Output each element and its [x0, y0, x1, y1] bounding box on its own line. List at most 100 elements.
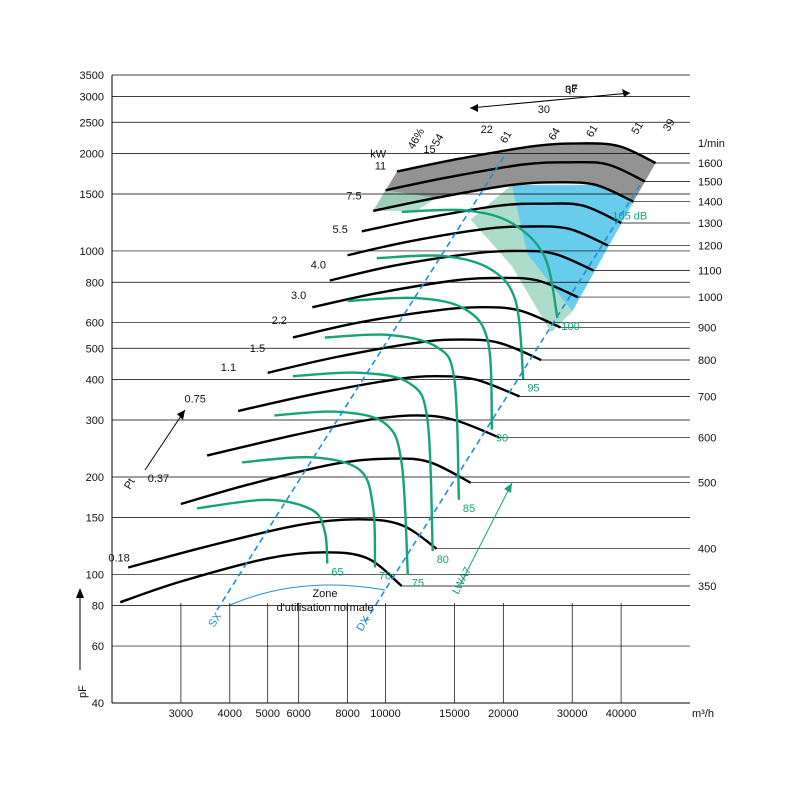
- noise-curve-label: 85: [463, 503, 475, 515]
- x-tick-label: 6000: [286, 708, 310, 720]
- zone-high-noise: [511, 184, 634, 312]
- speed-curve-1600: [396, 142, 657, 173]
- noise-curve-70: [242, 455, 377, 568]
- power-label: 11: [375, 161, 386, 173]
- zone-transition: [470, 184, 573, 333]
- speed-label: 900: [698, 322, 716, 334]
- x-tick-label: 5000: [255, 708, 279, 720]
- noise-curve-label: 70: [379, 570, 391, 582]
- y-tick-label: 200: [86, 472, 104, 484]
- efficiency-label: 64: [547, 126, 564, 143]
- noise-curve-label: 75: [412, 577, 424, 589]
- noise-curve-80: [292, 371, 434, 552]
- speed-label: 1200: [698, 240, 722, 252]
- speed-curve-350: [119, 551, 403, 604]
- power-label: 0.18: [108, 553, 129, 565]
- efficiency-label: 54: [430, 132, 447, 149]
- speed-label: 500: [698, 478, 716, 490]
- speed-label: 400: [698, 544, 716, 556]
- pressure-arrow-head: [177, 410, 185, 420]
- speed-label: 800: [698, 355, 716, 367]
- zone-arc: [229, 584, 386, 606]
- power-label: 0.75: [184, 394, 205, 406]
- speed-label: 1100: [698, 265, 722, 277]
- speed-curve-1300: [361, 202, 622, 233]
- x-axis-label: m³/h: [692, 708, 714, 720]
- speed-curve-1400: [372, 181, 634, 213]
- y-tick-label: 80: [92, 601, 104, 613]
- x-tick-label: 20000: [488, 708, 519, 720]
- power-label: 3.0: [291, 290, 306, 302]
- pressure-axis-label: Pt: [122, 476, 138, 491]
- speed-label: 1500: [698, 176, 722, 188]
- operating-line-dx: [364, 184, 641, 623]
- operating-line-sx: [216, 154, 506, 611]
- speed-curve-1000: [312, 276, 579, 309]
- x-tick-label: 8000: [335, 708, 359, 720]
- power-label: 4.0: [311, 259, 326, 271]
- power-label: 2.2: [272, 315, 287, 327]
- y-tick-label: 100: [86, 569, 104, 581]
- y-tick-label: 40: [92, 698, 104, 710]
- y-tick-label: 60: [92, 641, 104, 653]
- y-tick-label: 150: [86, 512, 104, 524]
- zone-label-line2: d'utilisation normale: [277, 602, 374, 614]
- noise-curve-label: 80: [437, 554, 449, 566]
- noise-curve-75: [274, 410, 409, 575]
- x-tick-label: 40000: [606, 708, 637, 720]
- speed-label: 700: [698, 391, 716, 403]
- noise-curve-65: [196, 498, 329, 564]
- power-top-label: 30: [538, 104, 550, 116]
- speed-label: 1300: [698, 218, 722, 230]
- speed-unit-label: 1/min: [698, 138, 725, 150]
- efficiency-arrow-head-left: [470, 104, 478, 112]
- speed-label: 1600: [698, 158, 722, 170]
- y-tick-label: 3500: [80, 70, 104, 82]
- speed-curve-400: [127, 518, 438, 569]
- y-tick-label: 1500: [80, 189, 104, 201]
- y-axis-arrow-head: [76, 588, 84, 598]
- speed-curve-500: [180, 457, 472, 506]
- noise-curve-label: 100: [561, 321, 579, 333]
- operating-line-sx-label: SX: [206, 610, 224, 629]
- y-tick-label: 1000: [80, 246, 104, 258]
- power-label: 1.5: [250, 343, 265, 355]
- zone-left-band: [373, 190, 437, 211]
- noise-curve-label: 65: [331, 567, 343, 579]
- efficiency-arrow-head-right: [622, 89, 630, 97]
- zone-label-line1: Zone: [312, 588, 337, 600]
- x-tick-label: 10000: [370, 708, 401, 720]
- y-tick-label: 400: [86, 375, 104, 387]
- efficiency-arrow: [469, 92, 631, 109]
- power-unit-label: kW: [370, 149, 387, 161]
- noise-curve-label: 95: [527, 383, 539, 395]
- power-label: 7.5: [346, 191, 361, 203]
- x-tick-label: 4000: [218, 708, 242, 720]
- efficiency-label: 61: [584, 123, 601, 140]
- speed-curve-700: [237, 374, 520, 413]
- lwa-arrow: [459, 482, 513, 586]
- speed-label: 600: [698, 432, 716, 444]
- operating-line-dx-label: DX: [354, 614, 373, 634]
- efficiency-label: 61: [498, 129, 515, 146]
- noise-curve-label: 90: [496, 433, 508, 445]
- noise-curve-85: [324, 333, 461, 500]
- x-tick-label: 3000: [169, 708, 193, 720]
- y-tick-label: 500: [86, 343, 104, 355]
- power-top-label: 22: [481, 124, 493, 136]
- noise-curve-100: [401, 208, 559, 319]
- power-label: 5.5: [333, 224, 348, 236]
- power-top-label: 15: [423, 144, 435, 156]
- x-tick-label: 15000: [439, 708, 470, 720]
- y-tick-label: 800: [86, 277, 104, 289]
- y-tick-label: 2000: [80, 149, 104, 161]
- speed-curve-1100: [329, 249, 594, 282]
- power-label: 0.37: [148, 473, 169, 485]
- efficiency-label: 51: [629, 120, 646, 137]
- lwa-arrow-head: [504, 483, 512, 493]
- y-tick-label: 3000: [80, 92, 104, 104]
- noise-curve-90: [347, 296, 494, 430]
- speed-curve-600: [206, 414, 500, 457]
- efficiency-label: 39: [661, 117, 678, 134]
